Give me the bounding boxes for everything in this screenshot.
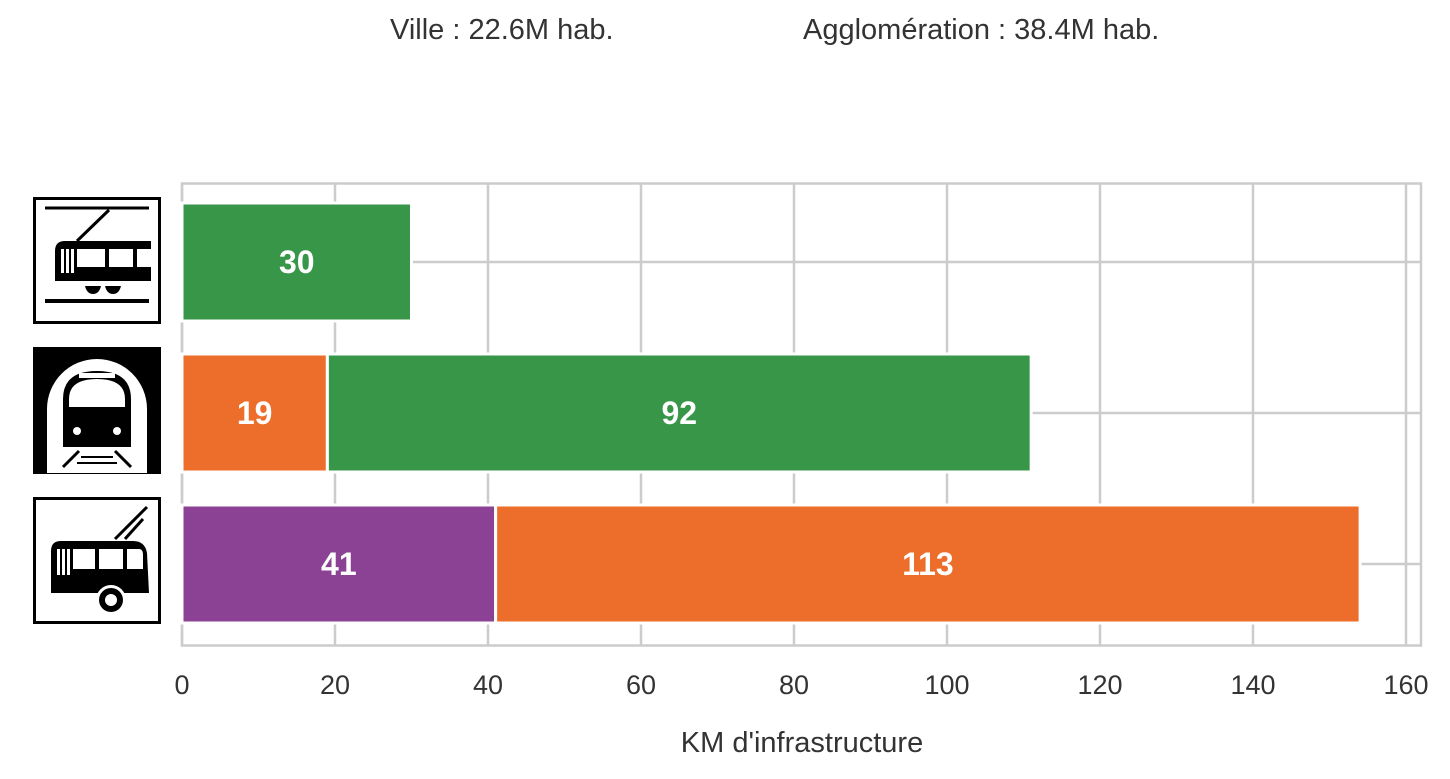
bars: 30 19 92 41 113	[180, 201, 1362, 625]
bar-trolleybus-segment-0	[180, 503, 498, 625]
x-tick-label: 60	[626, 670, 656, 700]
bar-tram-segment-0	[180, 201, 413, 323]
bar-metro-segment-1	[325, 352, 1033, 474]
city-population-label: Ville : 22.6M hab.	[390, 14, 614, 46]
x-tick-label: 20	[320, 670, 350, 700]
x-tick-label: 40	[473, 670, 503, 700]
bar-value-label: 19	[237, 395, 273, 431]
bar-value-label: 41	[321, 546, 357, 582]
metro-icon	[33, 347, 161, 474]
x-axis-ticks: 0 20 40 60 80 100 120 140 160	[174, 670, 1428, 700]
bar-trolleybus-segment-1	[494, 503, 1362, 625]
trolleybus-icon	[33, 497, 161, 624]
x-tick-label: 0	[174, 670, 189, 700]
bar-metro-segment-0	[180, 352, 329, 474]
x-axis-label: KM d'infrastructure	[681, 727, 923, 759]
agglomeration-population-label: Agglomération : 38.4M hab.	[803, 14, 1160, 46]
x-tick-label: 80	[779, 670, 809, 700]
bar-value-label: 30	[279, 244, 315, 280]
x-tick-label: 160	[1383, 670, 1428, 700]
bar-value-label: 92	[661, 395, 697, 431]
x-tick-label: 140	[1230, 670, 1275, 700]
x-tick-label: 120	[1077, 670, 1122, 700]
tram-icon	[33, 197, 161, 324]
x-tick-label: 100	[924, 670, 969, 700]
bar-value-label: 113	[902, 546, 954, 582]
